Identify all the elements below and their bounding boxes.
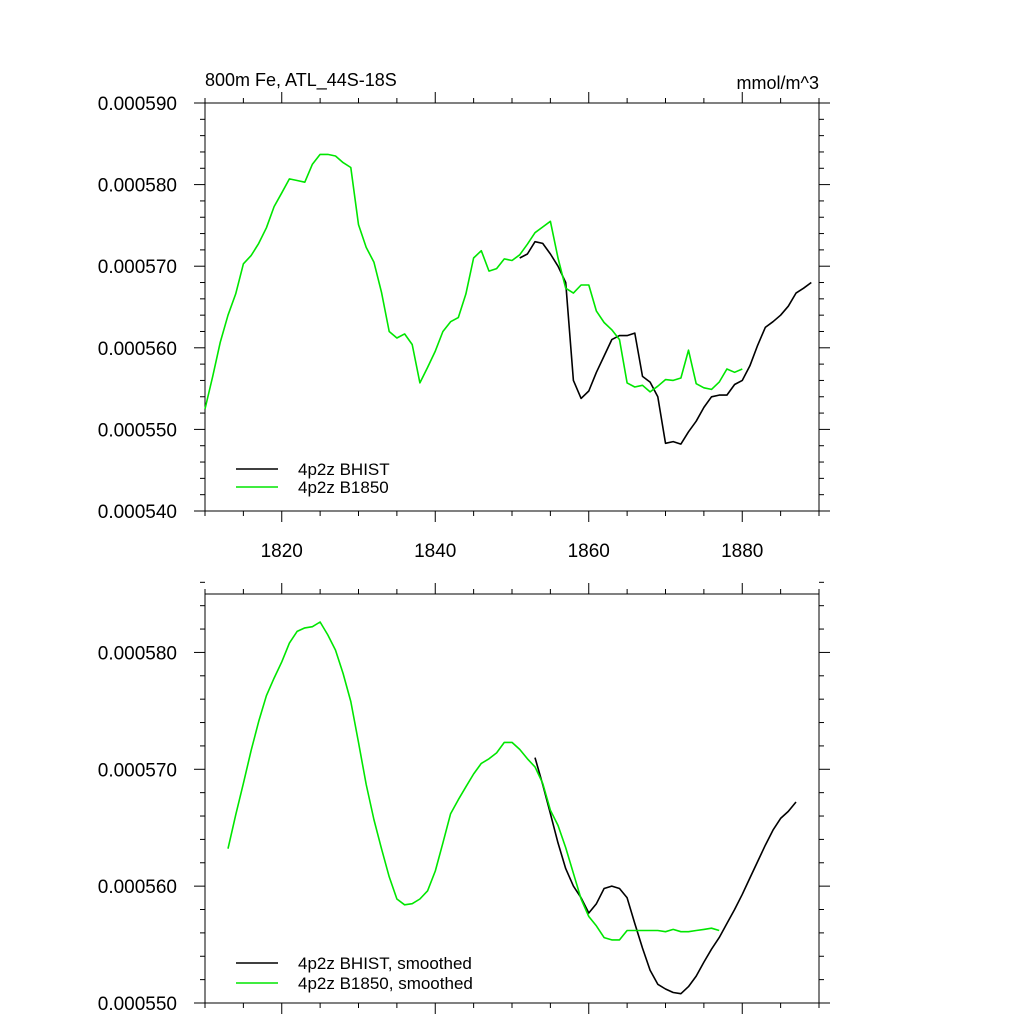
legend-label: 4p2z BHIST: [298, 460, 390, 479]
y-tick-label: 0.000580: [98, 176, 177, 197]
y-tick-label: 0.000580: [98, 643, 177, 664]
legend-label: 4p2z B1850, smoothed: [298, 974, 473, 993]
y-tick-label: 0.000570: [98, 257, 177, 278]
legend-label: 4p2z B1850: [298, 478, 389, 497]
x-tick-label: 1840: [414, 541, 456, 562]
series-line-4p2z-bhist: [519, 240, 812, 445]
series-line-4p2z-b1850-smoothed: [227, 621, 720, 941]
y-tick-label: 0.000540: [98, 502, 177, 523]
series-line-4p2z-bhist-smoothed: [534, 757, 797, 995]
top-panel: 0.000540 0.000550 0.000560 0.000570 0.000580…: [98, 70, 830, 562]
y-tick-label: 0.000550: [98, 420, 177, 441]
x-tick-label: 1880: [721, 541, 763, 562]
units-label: mmol/m^3: [737, 73, 819, 93]
x-tick-label: 1820: [261, 541, 303, 562]
y-tick-label: 0.000570: [98, 760, 177, 781]
y-tick-label: 0.000550: [98, 994, 177, 1015]
y-tick-label: 0.000590: [98, 94, 177, 115]
y-tick-label: 0.000560: [98, 877, 177, 898]
x-tick-label: 1860: [568, 541, 610, 562]
series-line-4p2z-b1850: [204, 153, 743, 410]
legend-label: 4p2z BHIST, smoothed: [298, 954, 472, 973]
bottom-panel: 0.000550 0.000560 0.000570 0.000580 4p2z BHI…: [98, 581, 830, 1015]
y-tick-label: 0.000560: [98, 339, 177, 360]
chart-title: 800m Fe, ATL_44S-18S: [205, 70, 397, 91]
